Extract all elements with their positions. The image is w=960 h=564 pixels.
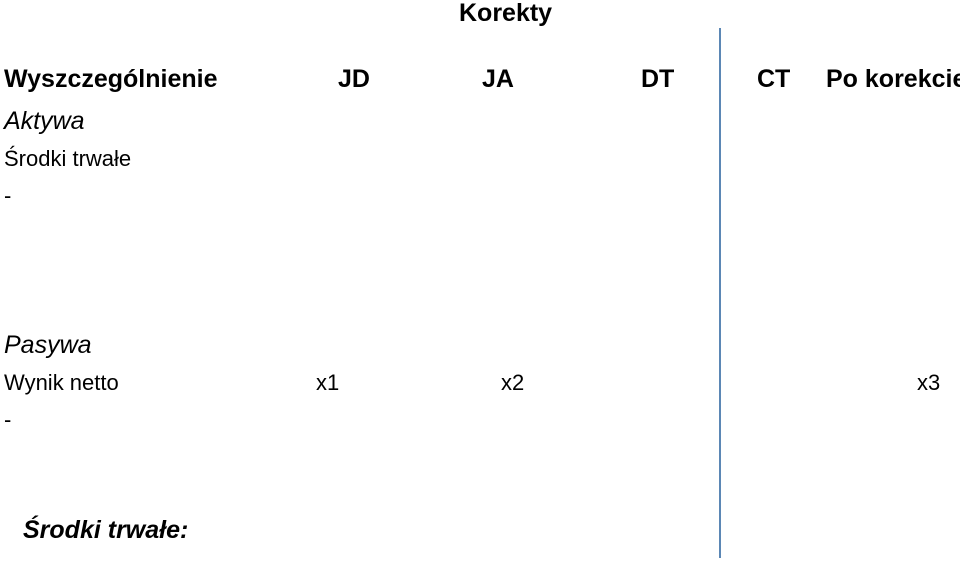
header-dt: DT: [641, 65, 675, 93]
header-description: Wyszczególnienie: [4, 65, 218, 93]
header-after-correction: Po korekcie: [826, 65, 960, 93]
column-divider: [719, 28, 721, 558]
section-assets: Aktywa: [4, 107, 85, 135]
footer-fixed-assets: Środki trwałe:: [23, 516, 189, 544]
net-result-after: x3: [917, 370, 941, 395]
header-ja: JA: [482, 65, 514, 93]
header-ct: CT: [757, 65, 791, 93]
section-liabilities: Pasywa: [4, 331, 92, 359]
row-net-result: Wynik netto: [4, 370, 119, 395]
page-title: Korekty: [459, 0, 553, 27]
header-jd: JD: [338, 65, 370, 93]
net-result-jd: x1: [316, 370, 340, 395]
row-fixed-assets: Środki trwałe: [4, 146, 132, 171]
row-assets-dash: -: [4, 183, 12, 208]
net-result-ja: x2: [501, 370, 525, 395]
row-liabilities-dash: -: [4, 407, 12, 432]
